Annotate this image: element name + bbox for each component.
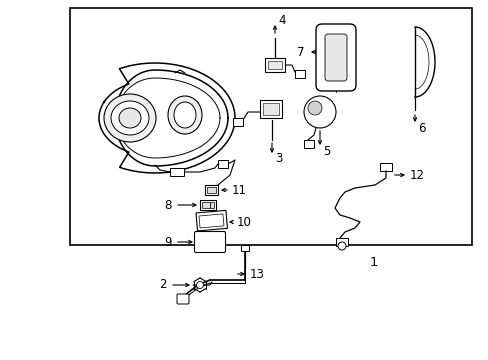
Bar <box>267 61 282 69</box>
Bar <box>218 160 227 168</box>
Bar <box>170 168 183 176</box>
Bar <box>206 187 216 193</box>
Circle shape <box>304 96 335 128</box>
Text: 13: 13 <box>249 267 264 280</box>
Bar <box>379 163 391 171</box>
Text: 4: 4 <box>278 14 285 27</box>
Text: 6: 6 <box>417 122 425 135</box>
Text: 2: 2 <box>159 279 167 292</box>
Bar <box>202 202 209 208</box>
Bar <box>232 118 243 126</box>
Bar <box>209 202 214 208</box>
Bar <box>335 238 347 246</box>
FancyBboxPatch shape <box>315 24 355 91</box>
Text: 3: 3 <box>274 152 282 165</box>
Bar <box>199 214 224 228</box>
Bar <box>263 103 279 115</box>
Text: 8: 8 <box>164 198 172 212</box>
FancyBboxPatch shape <box>325 34 346 81</box>
Circle shape <box>196 282 203 288</box>
Bar <box>260 100 282 118</box>
FancyBboxPatch shape <box>194 231 225 252</box>
Text: 11: 11 <box>231 184 246 197</box>
Ellipse shape <box>119 108 141 128</box>
Bar <box>204 185 218 195</box>
Ellipse shape <box>174 102 196 128</box>
Text: 1: 1 <box>369 256 378 269</box>
Text: 12: 12 <box>409 168 424 181</box>
Circle shape <box>337 242 346 250</box>
FancyBboxPatch shape <box>177 294 189 304</box>
Ellipse shape <box>111 101 149 135</box>
Ellipse shape <box>168 96 202 134</box>
Bar <box>70 8 471 245</box>
Text: 10: 10 <box>237 216 251 229</box>
Text: 7: 7 <box>297 45 305 59</box>
Bar <box>200 200 216 210</box>
Ellipse shape <box>104 94 156 142</box>
Bar <box>304 140 313 148</box>
Bar <box>196 210 227 231</box>
Bar <box>241 245 248 251</box>
Bar <box>294 70 305 78</box>
Bar <box>264 58 285 72</box>
Circle shape <box>307 101 321 115</box>
Text: 9: 9 <box>164 235 172 248</box>
Text: 5: 5 <box>323 144 330 158</box>
